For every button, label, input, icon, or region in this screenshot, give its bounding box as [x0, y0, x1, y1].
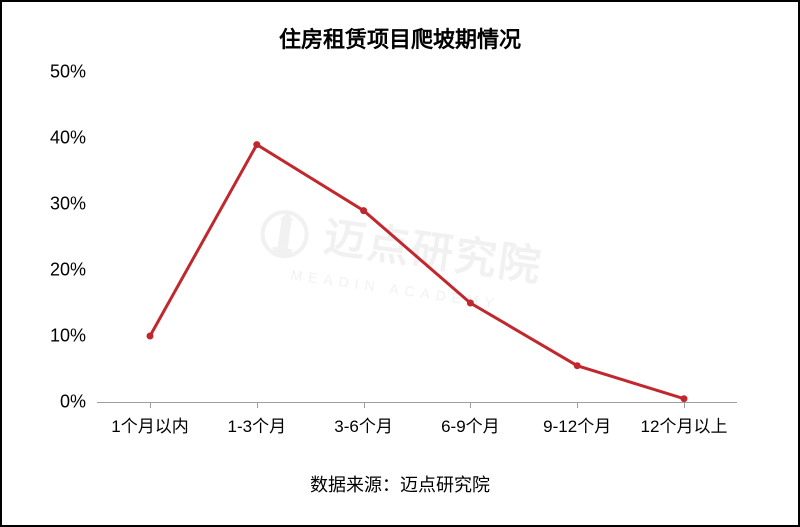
x-axis-line — [97, 402, 737, 403]
data-marker — [467, 300, 474, 307]
y-tick-label: 50% — [26, 62, 86, 83]
x-tick-mark — [364, 402, 365, 408]
x-tick-mark — [257, 402, 258, 408]
chart-title: 住房租赁项目爬坡期情况 — [2, 22, 798, 54]
data-line — [150, 145, 684, 399]
data-source-label: 数据来源：迈点研究院 — [2, 471, 798, 497]
y-tick-label: 40% — [26, 128, 86, 149]
x-tick-label: 6-9个月 — [417, 412, 523, 437]
x-tick-label: 1-3个月 — [204, 412, 310, 437]
x-tick-label: 12个月以上 — [631, 412, 737, 437]
line-plot — [97, 72, 737, 402]
x-tick-label: 9-12个月 — [524, 412, 630, 437]
chart-container: 住房租赁项目爬坡期情况 迈点研究院 MEADIN ACADEMY 0%10%20… — [0, 0, 800, 527]
x-tick-label: 1个月以内 — [97, 412, 203, 437]
x-tick-mark — [470, 402, 471, 408]
data-marker — [574, 362, 581, 369]
y-tick-label: 30% — [26, 194, 86, 215]
y-tick-label: 20% — [26, 260, 86, 281]
data-marker — [360, 207, 367, 214]
y-tick-label: 10% — [26, 326, 86, 347]
x-tick-label: 3-6个月 — [311, 412, 417, 437]
data-marker — [253, 141, 260, 148]
x-tick-mark — [150, 402, 151, 408]
data-marker — [147, 333, 154, 340]
x-tick-mark — [577, 402, 578, 408]
data-marker — [681, 395, 688, 402]
y-tick-label: 0% — [26, 392, 86, 413]
x-tick-mark — [684, 402, 685, 408]
